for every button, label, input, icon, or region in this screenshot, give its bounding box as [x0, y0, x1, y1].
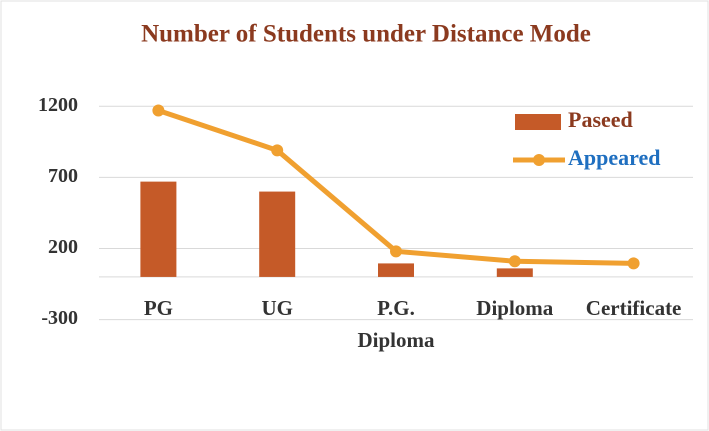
line-marker	[390, 245, 402, 258]
line-marker	[508, 255, 521, 268]
x-tick-label: Certificate	[586, 296, 682, 320]
line-marker	[271, 144, 284, 157]
legend-swatch	[515, 114, 561, 130]
x-tick-label: P.G. Diploma	[357, 296, 435, 352]
x-tick-label: PG	[144, 296, 173, 320]
bar	[496, 268, 533, 277]
x-tick-label: UG	[261, 296, 293, 320]
bar	[140, 181, 177, 277]
chart-title: Number of Students under Distance Mode	[141, 21, 591, 48]
legend-swatch	[533, 154, 545, 166]
y-tick-label: -300	[41, 307, 78, 329]
line-marker	[152, 104, 165, 117]
x-tick-label: Diploma	[476, 296, 554, 320]
legend-label: Appeared	[568, 145, 661, 170]
line-marker	[627, 257, 640, 270]
y-tick-label: 1200	[38, 94, 78, 116]
legend-label: Paseed	[568, 107, 633, 132]
y-tick-label: 200	[48, 236, 78, 258]
bar	[259, 191, 296, 277]
bar	[378, 263, 414, 277]
y-tick-label: 700	[48, 165, 78, 187]
